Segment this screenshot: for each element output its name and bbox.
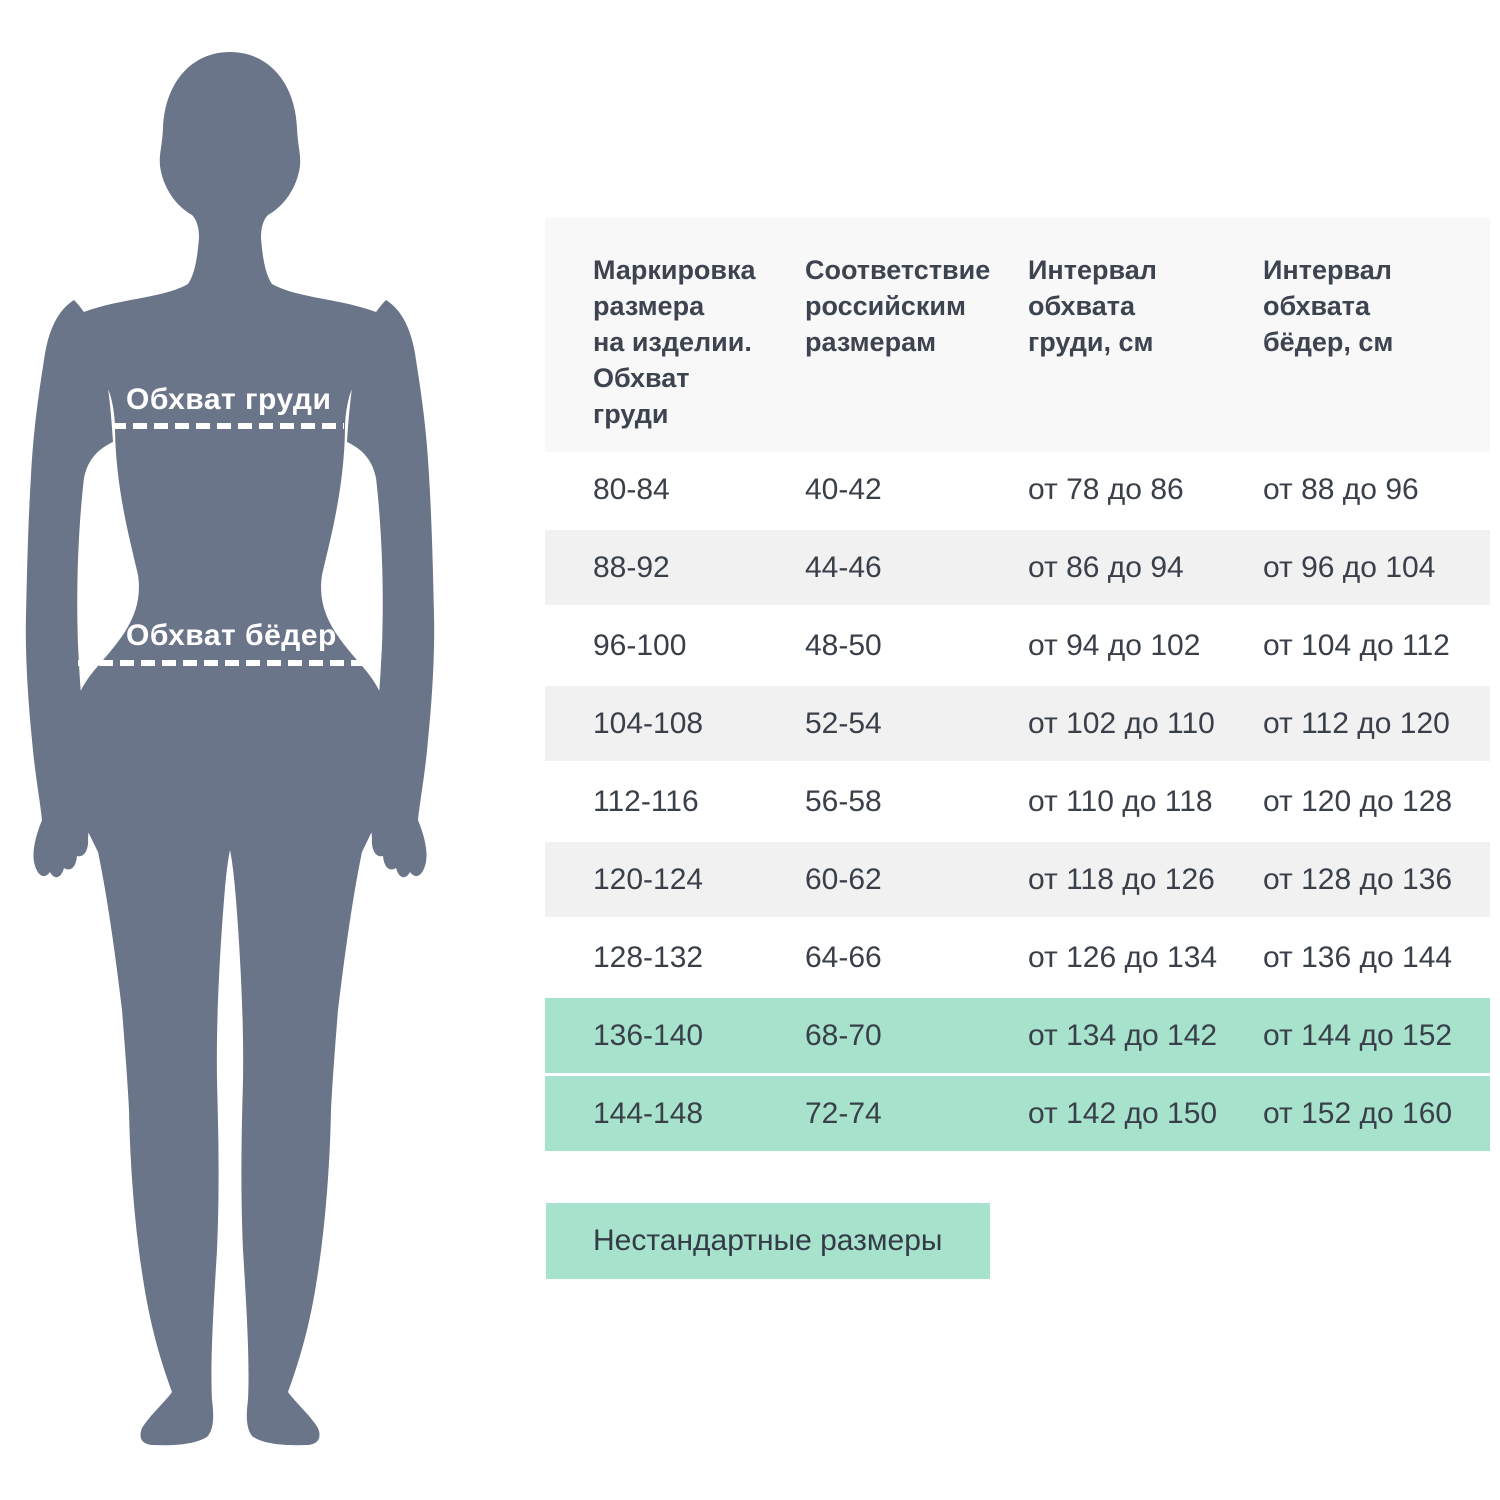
table-cell: 120-124 bbox=[593, 862, 704, 896]
table-row: 96-100 48-50 от 94 до 102 от 104 до 112 bbox=[545, 608, 1490, 683]
table-cell: от 134 до 142 bbox=[1028, 1018, 1218, 1052]
table-cell: 44-46 bbox=[805, 550, 882, 584]
body-shape bbox=[52, 52, 408, 1446]
table-cell: от 78 до 86 bbox=[1028, 472, 1184, 506]
legend-label: Нестандартные размеры bbox=[593, 1224, 943, 1257]
table-cell: 60-62 bbox=[805, 862, 882, 896]
table-row-nonstandard: 136-140 68-70 от 134 до 142 от 144 до 15… bbox=[545, 998, 1490, 1073]
table-cell: 128-132 bbox=[593, 940, 704, 974]
size-table-header-row: Маркировка размера на изделии. Обхват гр… bbox=[545, 218, 1490, 452]
table-cell: 144-148 bbox=[593, 1096, 704, 1130]
table-cell: от 104 до 112 bbox=[1263, 628, 1450, 662]
table-cell: 112-116 bbox=[593, 784, 699, 818]
table-cell: от 144 до 152 bbox=[1263, 1018, 1453, 1052]
table-row: 112-116 56-58 от 110 до 118 от 120 до 12… bbox=[545, 764, 1490, 839]
table-cell: от 94 до 102 bbox=[1028, 628, 1201, 662]
table-cell: 56-58 bbox=[805, 784, 882, 818]
hips-dash-line bbox=[78, 660, 378, 666]
table-cell: 64-66 bbox=[805, 940, 882, 974]
table-cell: от 88 до 96 bbox=[1263, 472, 1419, 506]
table-row-nonstandard: 144-148 72-74 от 142 до 150 от 152 до 16… bbox=[545, 1076, 1490, 1151]
header-russian-sizes: Соответствие российским размерам bbox=[805, 255, 991, 357]
header-size-marking: Маркировка размера на изделии. Обхват гр… bbox=[593, 255, 756, 429]
table-cell: 80-84 bbox=[593, 472, 670, 506]
table-cell: от 110 до 118 bbox=[1028, 784, 1213, 818]
table-cell: от 112 до 120 bbox=[1263, 706, 1450, 740]
table-cell: 68-70 bbox=[805, 1018, 882, 1052]
table-row: 120-124 60-62 от 118 до 126 от 128 до 13… bbox=[545, 842, 1490, 917]
legend-nonstandard-sizes: Нестандартные размеры bbox=[546, 1203, 990, 1279]
table-cell: 72-74 bbox=[805, 1096, 882, 1130]
right-arm-shape bbox=[347, 300, 435, 878]
table-cell: от 86 до 94 bbox=[1028, 550, 1184, 584]
table-cell: от 126 до 134 bbox=[1028, 940, 1218, 974]
chest-dash-line bbox=[112, 423, 344, 429]
header-chest-interval: Интервал обхвата груди, см bbox=[1028, 255, 1157, 357]
table-cell: 88-92 bbox=[593, 550, 670, 584]
table-cell: от 136 до 144 bbox=[1263, 940, 1453, 974]
table-cell: 48-50 bbox=[805, 628, 882, 662]
table-row: 128-132 64-66 от 126 до 134 от 136 до 14… bbox=[545, 920, 1490, 995]
table-cell: от 120 до 128 bbox=[1263, 784, 1453, 818]
table-cell: от 102 до 110 bbox=[1028, 706, 1215, 740]
table-cell: 52-54 bbox=[805, 706, 882, 740]
table-cell: 136-140 bbox=[593, 1018, 704, 1052]
table-row: 80-84 40-42 от 78 до 86 от 88 до 96 bbox=[545, 452, 1490, 527]
table-row: 88-92 44-46 от 86 до 94 от 96 до 104 bbox=[545, 530, 1490, 605]
table-cell: от 96 до 104 bbox=[1263, 550, 1436, 584]
chest-measure-label: Обхват груди bbox=[126, 383, 332, 416]
header-hips-interval: Интервал обхвата бёдер, см bbox=[1263, 255, 1394, 357]
table-row: 104-108 52-54 от 102 до 110 от 112 до 12… bbox=[545, 686, 1490, 761]
female-body-silhouette bbox=[25, 52, 435, 1446]
table-cell: 104-108 bbox=[593, 706, 704, 740]
left-arm-shape bbox=[25, 300, 114, 878]
table-cell: от 142 до 150 bbox=[1028, 1096, 1218, 1130]
table-cell: от 128 до 136 bbox=[1263, 862, 1453, 896]
table-cell: от 118 до 126 bbox=[1028, 862, 1215, 896]
table-cell: от 152 до 160 bbox=[1263, 1096, 1453, 1130]
table-cell: 96-100 bbox=[593, 628, 687, 662]
hips-measure-label: Обхват бёдер bbox=[126, 619, 337, 652]
size-table: Маркировка размера на изделии. Обхват гр… bbox=[545, 218, 1490, 1154]
table-cell: 40-42 bbox=[805, 472, 882, 506]
